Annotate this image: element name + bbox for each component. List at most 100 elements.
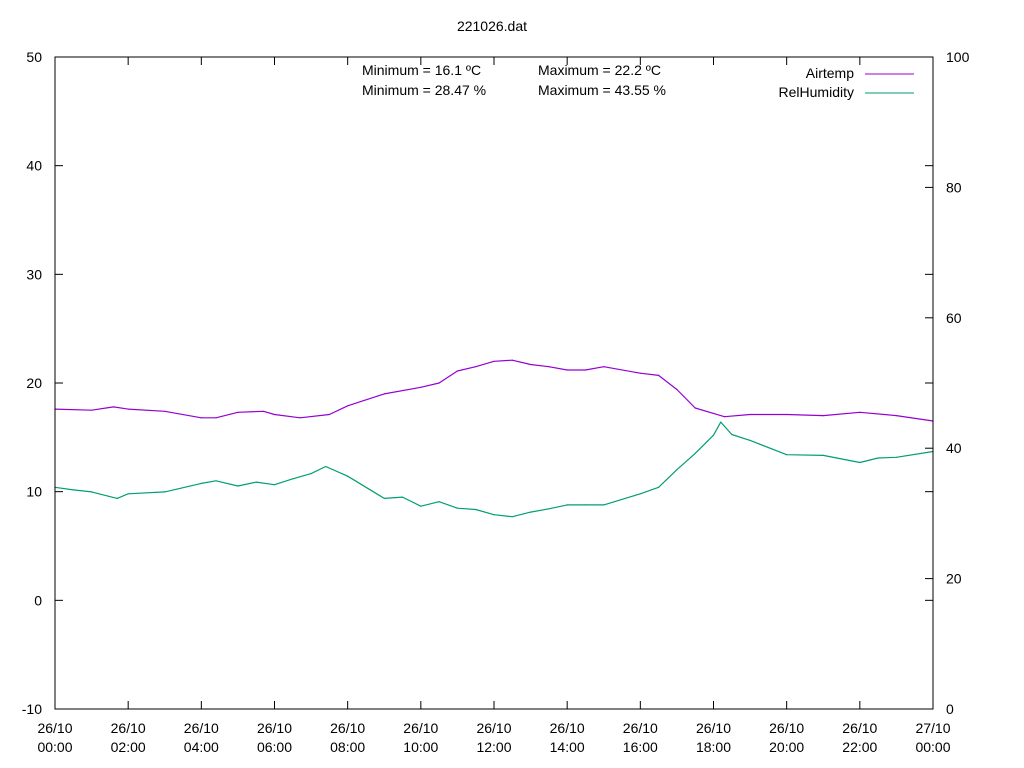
x-tick-label-date: 26/10	[623, 720, 658, 736]
x-tick-label-date: 26/10	[696, 720, 731, 736]
airtemp-data-point	[749, 413, 751, 416]
airtemp-data-point	[475, 366, 477, 368]
relhumidity-data-point	[566, 504, 568, 506]
right-y-tick-label: 40	[946, 440, 962, 456]
x-tick-label-time: 22:00	[842, 739, 877, 755]
airtemp-data-point	[383, 393, 385, 395]
relhumidity-series-line	[54, 421, 934, 518]
left-y-tick-label: -10	[22, 701, 42, 717]
relhumidity-data-point	[475, 508, 477, 511]
airtemp-data-point	[548, 366, 550, 368]
relhumidity-data-point	[347, 475, 349, 477]
relhumidity-data-point	[731, 433, 733, 436]
left-y-tick-label: 20	[26, 375, 42, 391]
relhumidity-data-point	[694, 452, 696, 454]
x-tick-label-time: 00:00	[37, 739, 72, 755]
airtemp-series-line	[54, 359, 934, 422]
plot-frame	[54, 56, 934, 710]
left-y-axis: -10 0 10 20 30 40 50	[22, 49, 933, 717]
airtemp-data-point	[456, 370, 458, 372]
x-tick-label-date: 26/10	[37, 720, 72, 736]
relhumidity-data-point	[493, 514, 495, 516]
airtemp-data-point	[347, 405, 349, 407]
left-y-tick-label: 40	[26, 158, 42, 174]
relhumidity-data-point	[72, 489, 74, 491]
relhumidity-data-point	[786, 454, 788, 456]
x-tick-label-date: 26/10	[769, 720, 804, 736]
x-tick-label-time: 12:00	[476, 739, 511, 755]
x-tick-label-time: 00:00	[915, 739, 950, 755]
relhumidity-data-point	[164, 491, 166, 493]
x-tick-label-date: 26/10	[111, 720, 146, 736]
right-y-tick-label: 100	[946, 49, 970, 65]
x-tick-label-date: 26/10	[330, 720, 365, 736]
airtemp-data-point	[328, 413, 330, 416]
relhumidity-data-point	[895, 456, 898, 458]
airtemp-data-point	[723, 416, 726, 418]
x-tick-label-date: 26/10	[842, 720, 877, 736]
airtemp-data-point	[694, 407, 696, 409]
relhumidity-data-point	[292, 478, 294, 480]
airtemp-data-point	[603, 366, 605, 368]
relhumidity-data-point	[658, 486, 660, 488]
airtemp-data-point	[164, 410, 166, 412]
right-y-tick-label: 0	[946, 701, 954, 717]
relhumidity-data-point	[712, 434, 715, 436]
humidity-minimum-annotation: Minimum = 28.47 %	[362, 82, 486, 98]
airtemp-data-point	[127, 408, 129, 410]
x-tick-label-time: 18:00	[696, 739, 731, 755]
relhumidity-data-point	[548, 508, 550, 510]
airtemp-data-point	[639, 372, 641, 374]
airtemp-data-point	[822, 415, 824, 417]
relhumidity-data-point	[749, 439, 751, 441]
relhumidity-data-point	[116, 497, 118, 499]
airtemp-data-point	[273, 413, 276, 416]
airtemp-data-point	[530, 363, 532, 366]
x-tick-label-date: 26/10	[550, 720, 585, 736]
relhumidity-data-point	[511, 516, 513, 518]
relhumidity-data-point	[584, 504, 587, 506]
relhumidity-data-point	[401, 496, 404, 498]
relhumidity-data-point	[420, 505, 422, 507]
relhumidity-data-point	[200, 482, 202, 484]
airtemp-data-point	[584, 369, 587, 371]
relhumidity-data-point	[383, 497, 385, 499]
left-y-tick-label: 50	[26, 49, 42, 65]
airtemp-data-point	[299, 417, 301, 419]
x-axis: 26/10 00:00 26/10 02:00 26/10 04:00 26/10 06:00…	[37, 57, 951, 755]
x-tick-label-time: 14:00	[550, 739, 585, 755]
x-tick-label-time: 10:00	[403, 739, 438, 755]
x-tick-label-date: 26/10	[257, 720, 292, 736]
left-y-tick-label: 0	[34, 592, 42, 608]
x-tick-label-time: 06:00	[257, 739, 292, 755]
relhumidity-data-point	[822, 454, 824, 456]
airtemp-data-point	[895, 415, 898, 417]
relhumidity-data-point	[877, 457, 879, 459]
airtemp-maximum-annotation: Maximum = 22.2 ºC	[538, 62, 661, 78]
x-tick-label-time: 08:00	[330, 739, 365, 755]
airtemp-data-point	[658, 374, 660, 376]
airtemp-data-point	[566, 369, 568, 371]
x-tick-label-time: 16:00	[623, 739, 658, 755]
series-layer	[54, 359, 934, 518]
airtemp-data-point	[200, 417, 202, 419]
relhumidity-data-point	[603, 504, 605, 506]
airtemp-data-point	[511, 359, 513, 361]
relhumidity-data-point	[639, 493, 641, 495]
left-y-tick-label: 30	[26, 266, 42, 282]
relhumidity-data-point	[456, 507, 458, 509]
relhumidity-data-point	[859, 461, 861, 464]
relhumidity-data-point	[237, 485, 239, 487]
x-tick-label-time: 04:00	[184, 739, 219, 755]
chart-title: 221026.dat	[457, 18, 527, 34]
airtemp-data-point	[262, 410, 265, 412]
airtemp-minimum-annotation: Minimum = 16.1 ºC	[362, 62, 481, 78]
left-y-tick-label: 10	[26, 484, 42, 500]
relhumidity-data-point	[255, 481, 257, 483]
airtemp-data-point	[438, 382, 440, 384]
airtemp-data-point	[420, 386, 422, 388]
airtemp-data-point	[215, 417, 217, 419]
x-tick-label-time: 02:00	[111, 739, 146, 755]
legend: Airtemp RelHumidity	[779, 65, 914, 100]
